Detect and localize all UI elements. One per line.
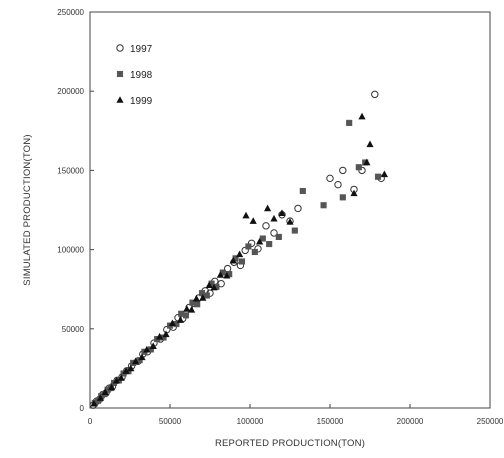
data-point-1997: [241, 246, 249, 255]
legend-label-1999: 1999: [130, 96, 153, 107]
data-point-1999: [236, 250, 244, 258]
data-point-1999: [188, 305, 196, 313]
data-point-1999: [183, 305, 191, 312]
y-tick-label: 0: [80, 404, 85, 413]
data-point-1999: [112, 376, 120, 384]
data-point-1998: [320, 202, 327, 209]
data-point-1999: [122, 367, 130, 374]
data-point-1998: [275, 233, 282, 240]
y-axis-label: SIMULATED PRODUCTION(TON): [22, 134, 33, 285]
data-point-1999: [127, 364, 135, 372]
data-point-1999: [108, 383, 116, 391]
y-tick-label: 100000: [57, 246, 84, 255]
data-point-1999: [101, 388, 109, 395]
data-point-1997: [334, 180, 342, 189]
data-point-1999: [156, 332, 164, 340]
data-point-1997: [247, 239, 256, 247]
data-point-1997: [371, 90, 379, 99]
data-point-1999: [216, 271, 224, 278]
x-axis-ticks: 0 50000 100000 150000 200000 250000: [88, 404, 504, 426]
plot-frame: [89, 11, 491, 409]
data-point-1999: [199, 294, 207, 301]
data-point-1998: [299, 187, 306, 195]
data-point-1999: [363, 158, 371, 166]
data-point-1999: [242, 211, 250, 219]
data-point-1998: [291, 227, 298, 234]
data-point-1999: [138, 353, 146, 361]
y-axis-ticks: 0 50000 100000 150000 200000 250000: [57, 8, 94, 413]
data-point-1998: [346, 119, 353, 126]
data-point-1998: [259, 235, 266, 242]
data-point-1997: [339, 166, 347, 175]
data-point-1999: [223, 271, 231, 279]
y-tick-label: 250000: [57, 8, 84, 17]
legend-label-1998: 1998: [130, 70, 153, 81]
data-point-1997: [262, 222, 270, 230]
data-point-1998: [339, 194, 346, 201]
data-point-1999: [176, 316, 184, 323]
data-point-1998: [266, 241, 273, 248]
x-tick-label: 100000: [237, 417, 264, 426]
data-point-1999: [358, 112, 366, 120]
data-point-1998: [374, 173, 382, 180]
legend: 1997 1998 1999: [116, 44, 153, 107]
data-point-1999: [366, 140, 374, 148]
data-point-1997: [358, 166, 366, 175]
data-point-1999: [117, 374, 125, 381]
plot-area-border: [89, 11, 491, 409]
data-point-1999: [90, 399, 98, 407]
x-axis-label: REPORTED PRODUCTION(TON): [215, 438, 365, 449]
data-point-1999: [132, 357, 140, 365]
data-point-1998: [194, 301, 201, 308]
data-point-1999: [249, 217, 257, 224]
data-point-1999: [96, 394, 104, 401]
data-point-1997: [326, 174, 334, 183]
x-tick-label: 150000: [317, 417, 344, 426]
data-point-1997: [217, 279, 225, 288]
data-point-1997: [294, 204, 302, 213]
data-point-1999: [350, 189, 358, 197]
data-points: [89, 90, 388, 409]
data-point-1999: [143, 345, 151, 353]
y-tick-label: 150000: [57, 166, 84, 175]
data-point-1999: [278, 209, 286, 216]
data-point-1998: [238, 258, 246, 265]
x-tick-label: 50000: [159, 417, 182, 426]
data-point-1997: [254, 245, 262, 253]
legend-marker-1999: [116, 96, 124, 103]
data-point-1998: [182, 312, 190, 319]
data-point-1999: [149, 342, 157, 350]
data-point-1999: [264, 204, 272, 212]
data-point-1998: [355, 164, 362, 171]
y-tick-label: 200000: [57, 87, 84, 96]
y-tick-label: 50000: [62, 325, 85, 334]
data-point-1998: [245, 243, 252, 250]
data-point-1999: [229, 256, 237, 264]
data-point-1999: [210, 283, 218, 291]
data-point-1998: [251, 248, 258, 256]
data-point-1998: [203, 292, 210, 299]
legend-label-1997: 1997: [130, 44, 153, 55]
x-tick-label: 0: [88, 417, 93, 426]
data-point-1999: [192, 294, 200, 302]
data-point-1999: [205, 281, 213, 289]
data-point-1999: [270, 214, 278, 222]
x-tick-label: 250000: [477, 417, 504, 426]
data-point-1999: [256, 237, 264, 245]
data-point-1999: [380, 170, 388, 178]
legend-marker-1997: [116, 44, 124, 52]
data-point-1999: [168, 319, 176, 327]
data-point-1999: [286, 218, 294, 225]
legend-marker-1998: [116, 70, 124, 78]
data-point-1997: [270, 229, 278, 237]
data-point-1999: [162, 330, 170, 338]
x-tick-label: 200000: [397, 417, 424, 426]
